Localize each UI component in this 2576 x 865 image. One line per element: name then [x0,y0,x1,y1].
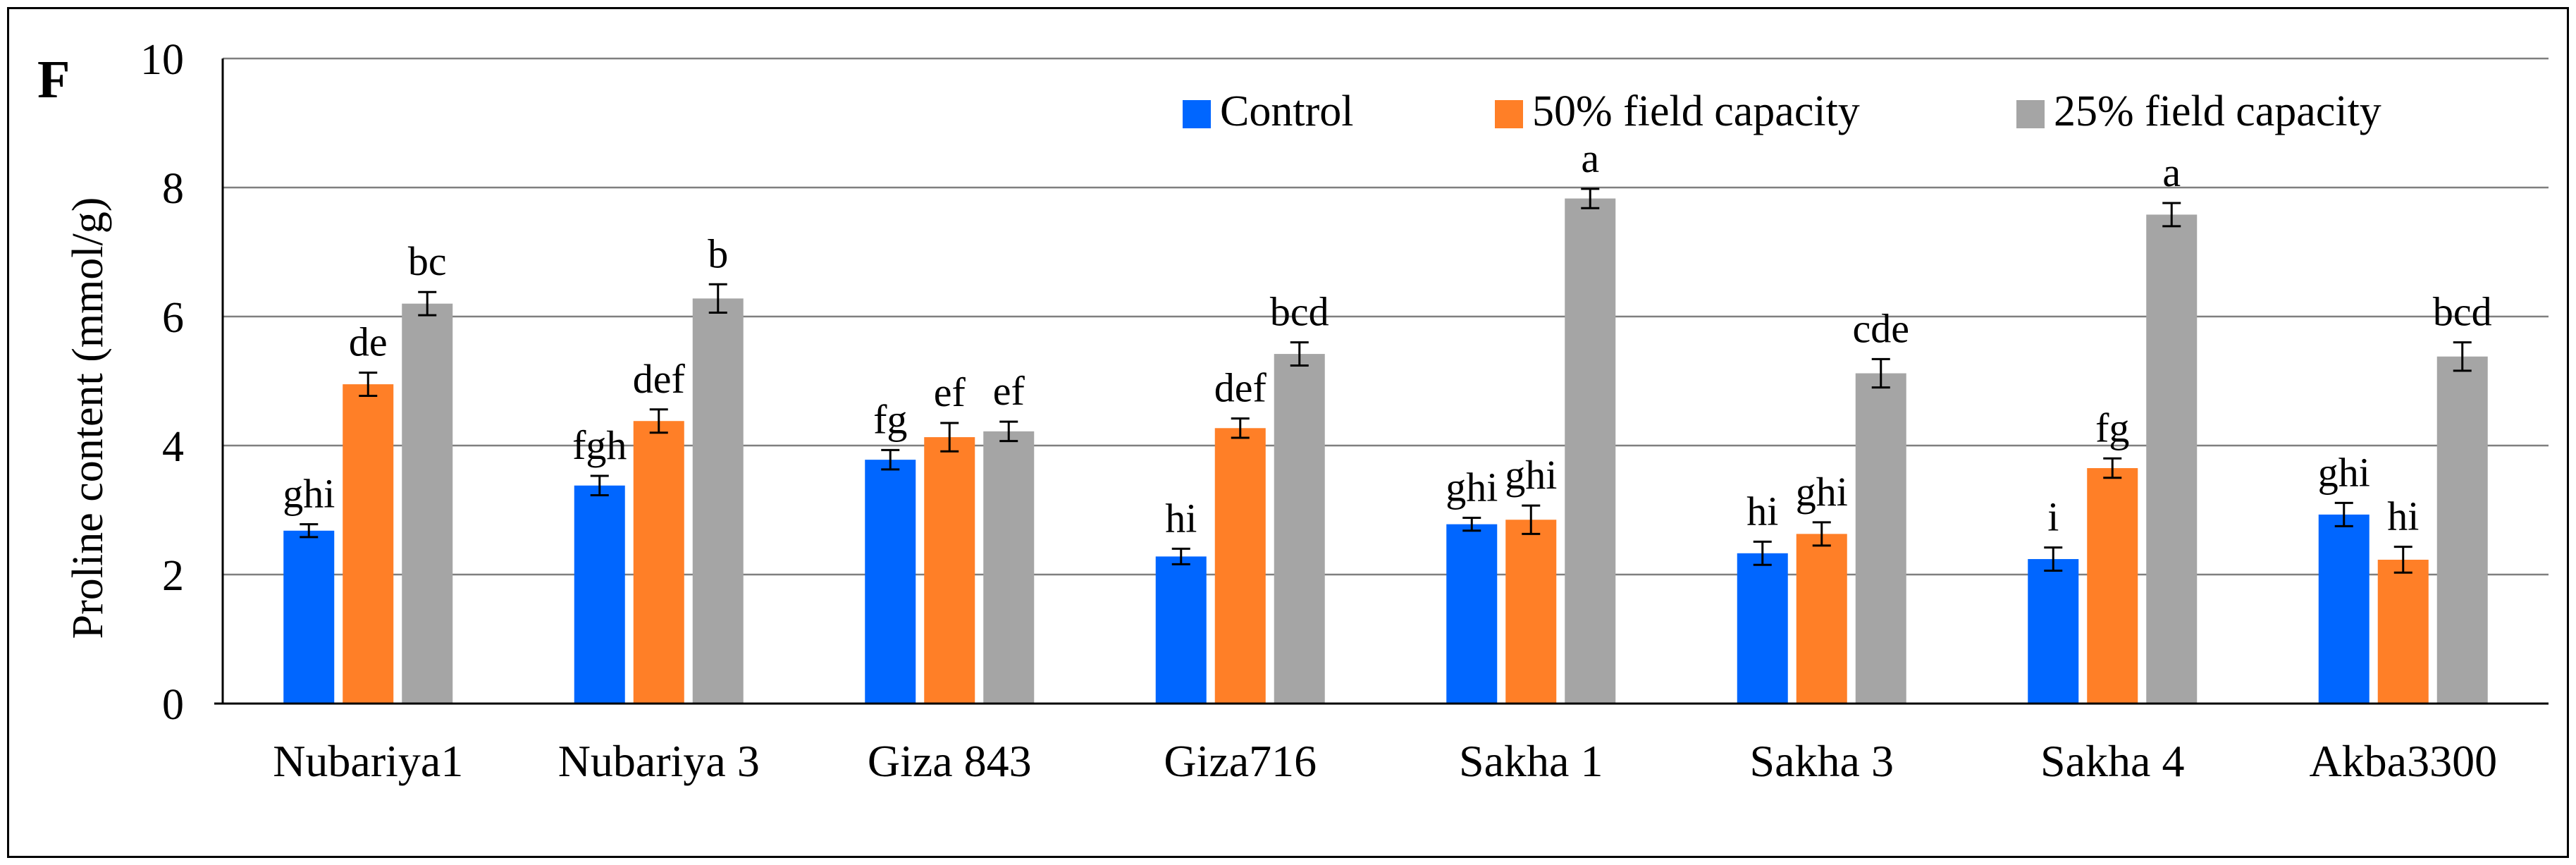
significance-letter: def [1214,365,1267,411]
bar [924,437,975,704]
significance-letter: ghi [1446,464,1498,510]
y-tick-label: 8 [162,165,184,213]
y-tick-label: 4 [162,423,184,471]
bar [692,298,744,704]
y-tick-label: 10 [140,36,184,84]
x-tick-label: Nubariya 3 [558,736,760,786]
x-axis: Nubariya1 Nubariya 3 Giza 843 Giza716 Sakha … [214,702,2549,786]
bar [1796,534,1847,704]
x-tick-label: Sakha 4 [2040,736,2184,786]
significance-letter: b [708,231,728,276]
significance-letter: ef [993,368,1025,414]
y-tick-label: 2 [162,552,184,600]
y-axis-label: Proline content (mmol/g) [64,197,112,639]
bar [574,485,625,704]
panel-label: F [37,50,70,109]
bar [343,384,394,704]
significance-letter: ghi [2318,449,2370,495]
significance-letter: fg [873,396,907,442]
significance-letter: hi [2387,493,2419,539]
bar [2318,514,2369,704]
legend-swatch [2016,100,2045,128]
significance-letter: fg [2095,405,2129,450]
x-tick-label: Giza 843 [868,736,1032,786]
bar [402,303,453,704]
legend-entry: Control [1220,87,1353,135]
bar [1737,553,1788,704]
y-tick-label: 6 [162,294,184,342]
x-tick-label: Sakha 1 [1459,736,1603,786]
significance-letter: bcd [1270,289,1329,335]
legend-entry: 25% field capacity [2054,87,2381,135]
significance-letter: ef [934,369,966,415]
bar [1446,524,1498,704]
bar [1855,373,1906,704]
bar [283,530,335,704]
bar [983,431,1035,704]
significance-letter: fgh [572,422,627,468]
bar [1214,428,1266,704]
figure-frame: 0 2 4 6 8 10 ghi de bc fgh def b fg ef ef hi def bcd ghi g… [7,7,2569,858]
significance-letter: ghi [283,471,335,517]
y-axis: 0 2 4 6 8 10 [140,36,224,729]
significance-letter: bc [408,238,447,284]
bar [633,421,684,704]
bar [2087,468,2138,704]
significance-letter: bcd [2433,289,2492,335]
x-tick-label: Akba3300 [2309,736,2497,786]
bar [2377,559,2429,704]
bar [1274,354,1325,704]
bar [865,460,916,704]
bar [2436,356,2488,704]
x-tick-label: Nubariya1 [273,736,463,786]
bar [1565,198,1616,704]
bar [2146,214,2198,704]
significance-letter: ghi [1505,452,1557,498]
significance-letter: i [2047,494,2059,540]
bar [2028,559,2079,704]
significance-letter: de [349,319,388,365]
legend-entry: 50% field capacity [1532,87,1860,135]
significance-letter: def [633,356,686,402]
legend-swatch [1183,100,1211,128]
bar [1505,520,1557,704]
y-tick-label: 0 [162,681,184,729]
significance-letter: a [2162,149,2181,195]
significance-letter: cde [1853,305,1910,351]
significance-letter: hi [1165,495,1197,541]
significance-letter: ghi [1796,469,1848,515]
gridlines [223,57,2549,576]
bar [1155,556,1207,704]
legend: Control 50% field capacity 25% field capac… [1183,87,2381,135]
legend-swatch [1495,100,1523,128]
x-tick-label: Giza716 [1164,736,1317,786]
significance-letter: a [1581,135,1599,181]
x-tick-label: Sakha 3 [1750,736,1894,786]
significance-letter: hi [1746,488,1778,534]
